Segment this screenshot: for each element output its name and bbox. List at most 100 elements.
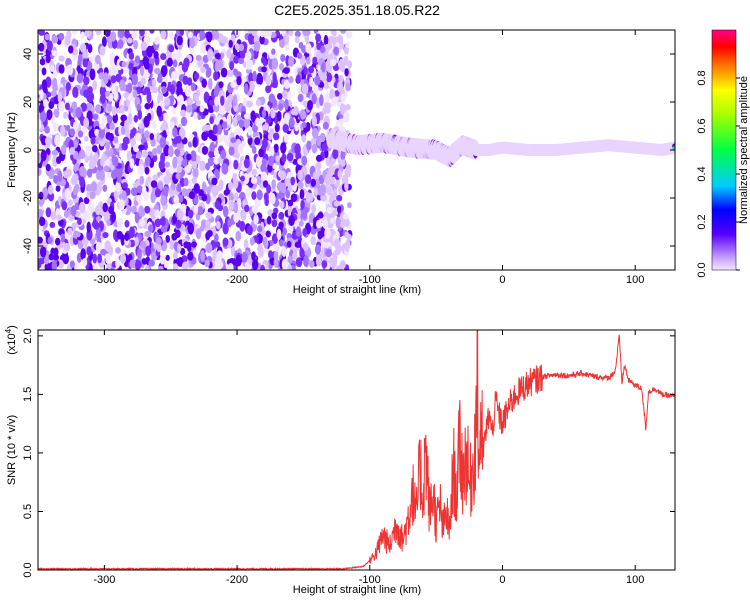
spectrogram-noise-cell [127, 112, 133, 125]
spectrogram-noise-cell [319, 94, 324, 107]
spectrogram-noise-cell [273, 250, 279, 261]
spectrogram-noise-cell [163, 174, 171, 185]
snr-y-label: SNR (10 * v/v) [6, 415, 18, 485]
spectrogram-noise-cell [154, 209, 160, 219]
spectrogram-x-tick-label: 100 [626, 274, 644, 286]
spectrogram-noise-cell [99, 93, 106, 105]
spectrogram-noise-cell [255, 99, 262, 107]
spectrogram-noise-cell [260, 264, 266, 270]
colorbar-tick-label: 0.8 [696, 70, 708, 85]
spectrogram-noise-cell [233, 159, 239, 170]
spectrogram-noise-cell [243, 83, 249, 95]
spectrogram-noise-cell [300, 199, 305, 211]
spectrogram-noise-cell [99, 45, 106, 56]
spectrogram-noise-cell [139, 175, 145, 185]
spectrogram-noise-cell [173, 195, 180, 205]
spectrogram-noise-cell [217, 134, 222, 144]
spectrogram-noise-cell [143, 70, 150, 79]
spectrogram-noise-cell [134, 236, 139, 247]
spectrogram-noise-cell [205, 231, 211, 241]
spectrogram-noise-cell [192, 167, 199, 179]
spectrogram-noise-cell [209, 116, 215, 125]
spectrogram-noise-cell [315, 256, 322, 267]
spectrogram-noise-cell [38, 30, 46, 36]
spectrogram-noise-cell [68, 64, 74, 76]
spectrogram-noise-cell [38, 208, 44, 218]
spectrogram-noise-cell [112, 229, 119, 241]
spectrogram-noise-cell [136, 194, 143, 203]
spectrogram-noise-cell [187, 209, 194, 219]
spectrogram-noise-cell [206, 48, 214, 61]
spectrogram-noise-cell [301, 83, 309, 95]
spectrogram-noise-cell [143, 130, 150, 139]
snr-y-tick-label: 1.0 [22, 445, 34, 460]
spectrogram-noise-cell [201, 145, 209, 155]
spectrogram-noise-cell [236, 76, 242, 86]
spectrogram-noise-cell [175, 219, 182, 229]
spectrogram-noise-cell [119, 79, 126, 91]
spectrogram-noise-cell [176, 80, 182, 90]
spectrogram-noise-cell [183, 241, 190, 249]
spectrogram-noise-cell [56, 156, 62, 165]
spectrogram-noise-cell [85, 102, 93, 112]
spectrogram-noise-cell [69, 128, 76, 137]
spectrogram-noise-cell [104, 90, 111, 97]
spectrogram-noise-cell [277, 93, 283, 100]
snr-panel: -300 -200 -100 0 100 0.0 0.5 1.0 1.5 2.0 Height … [4, 325, 676, 596]
spectrogram-noise-cell [228, 192, 234, 203]
spectrogram-noise-cell [278, 211, 285, 220]
spectrogram-noise-cell [316, 219, 322, 229]
spectrogram-noise-cell [89, 191, 96, 200]
spectrogram-noise-cell [175, 30, 181, 37]
spectrogram-noise-cell [149, 30, 155, 34]
spectrogram-noise-cell [302, 242, 309, 252]
spectrogram-noise-cell [95, 104, 102, 114]
spectrogram-noise-cell [151, 120, 157, 129]
spectrogram-noise-cell [316, 135, 322, 147]
spectrogram-noise-cell [58, 64, 65, 74]
spectrogram-noise-cell [65, 81, 71, 92]
spectrogram-noise-cell [314, 75, 321, 86]
spectrogram-noise-cell [161, 85, 167, 94]
spectrogram-noise-cell [297, 169, 303, 181]
spectrogram-noise-cell [227, 262, 234, 270]
spectrogram-noise-cell [128, 62, 134, 71]
spectrogram-noise-cell [213, 30, 220, 40]
spectrogram-noise-cell [195, 155, 201, 165]
spectrogram-noise-cell [276, 111, 282, 122]
spectrogram-noise-cell [255, 117, 261, 127]
spectrogram-noise-cell [302, 228, 308, 237]
spectrogram-noise-cell [234, 151, 240, 159]
spectrogram-noise-cell [163, 97, 171, 106]
spectrogram-noise-cell [188, 178, 194, 189]
spectrogram-noise-cell [309, 260, 315, 268]
spectrogram-noise-cell [180, 203, 187, 212]
spectrogram-noise-cell [332, 148, 339, 160]
spectrogram-noise-cell [182, 75, 189, 85]
spectrogram-noise-cell [38, 42, 45, 52]
spectrogram-noise-cell [276, 181, 284, 192]
spectrogram-y-tick-label: -40 [22, 238, 34, 254]
spectrogram-noise-cell [103, 72, 109, 85]
snr-x-tick-label: -200 [226, 574, 248, 586]
spectrogram-noise-cell [144, 180, 150, 188]
spectrogram-noise-cell [162, 112, 169, 121]
spectrogram-noise-cell [38, 191, 44, 200]
spectrogram-noise-cell [301, 134, 307, 143]
spectrogram-noise-cell [275, 155, 281, 162]
spectrogram-noise-cell [252, 146, 257, 154]
spectrogram-noise-cell [261, 158, 268, 165]
spectrogram-noise-cell [295, 226, 302, 238]
spectrogram-noise-cell [87, 44, 93, 53]
spectrogram-noise-cell [228, 181, 234, 191]
spectrogram-noise-cell [283, 67, 290, 74]
spectrogram-noise-cell [91, 145, 98, 153]
spectrogram-noise-cell [232, 116, 238, 127]
spectrogram-noise-cell [262, 236, 268, 247]
spectrogram-noise-cell [155, 237, 162, 245]
spectrogram-noise-cell [82, 236, 89, 246]
spectrogram-noise-cell [200, 249, 205, 262]
spectrogram-noise-cell [246, 51, 252, 61]
spectrogram-noise-cell [86, 246, 92, 256]
spectrogram-noise-cell [160, 224, 168, 233]
